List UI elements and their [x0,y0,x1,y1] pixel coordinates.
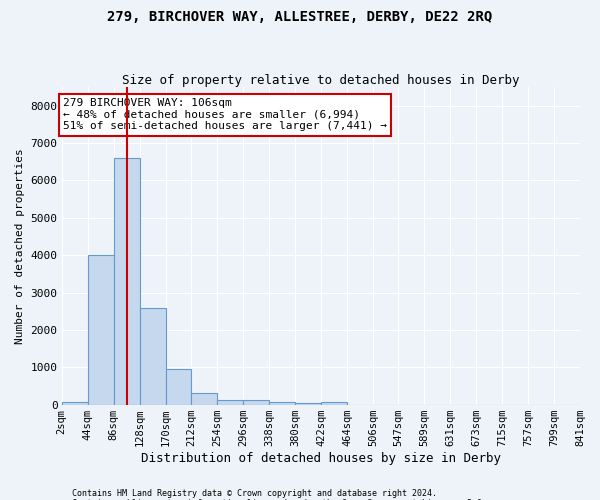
Bar [244,400,269,405]
Bar [88,255,113,405]
Bar [140,308,166,405]
Text: Contains HM Land Registry data © Crown copyright and database right 2024.: Contains HM Land Registry data © Crown c… [72,488,437,498]
Bar [166,370,191,405]
Title: Size of property relative to detached houses in Derby: Size of property relative to detached ho… [122,74,520,87]
Bar [269,402,295,405]
Bar [295,402,321,405]
Bar [191,393,217,405]
Bar [113,158,140,405]
Bar [62,402,88,405]
Text: 279, BIRCHOVER WAY, ALLESTREE, DERBY, DE22 2RQ: 279, BIRCHOVER WAY, ALLESTREE, DERBY, DE… [107,10,493,24]
Text: 279 BIRCHOVER WAY: 106sqm
← 48% of detached houses are smaller (6,994)
51% of se: 279 BIRCHOVER WAY: 106sqm ← 48% of detac… [63,98,387,132]
Bar [217,400,244,405]
X-axis label: Distribution of detached houses by size in Derby: Distribution of detached houses by size … [141,452,501,465]
Text: Contains public sector information licensed under the Open Government Licence v3: Contains public sector information licen… [72,498,487,500]
Y-axis label: Number of detached properties: Number of detached properties [15,148,25,344]
Bar [321,402,347,405]
